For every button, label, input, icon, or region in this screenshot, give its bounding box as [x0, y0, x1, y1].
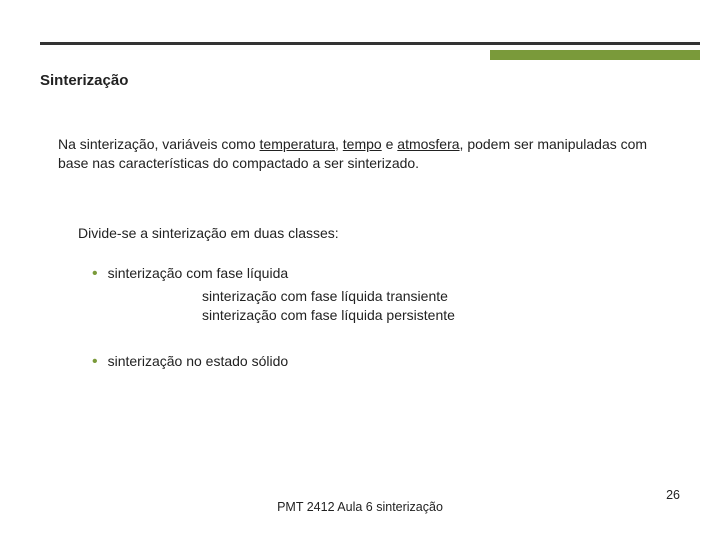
bullet-list: • sinterização com fase líquida sinteriz… — [92, 265, 660, 375]
intro-paragraph: Na sinterização, variáveis como temperat… — [58, 135, 660, 173]
slide-footer: PMT 2412 Aula 6 sinterização — [0, 500, 720, 514]
classes-intro: Divide-se a sinterização em duas classes… — [78, 225, 660, 241]
bullet-text: sinterização no estado sólido — [108, 353, 289, 369]
bullet-sub: sinterização com fase líquida persistent… — [202, 306, 660, 325]
underline-tempo: tempo — [343, 136, 382, 152]
para-sep1: , — [335, 136, 343, 152]
bullet-sub: sinterização com fase líquida transiente — [202, 287, 660, 306]
underline-temperatura: temperatura — [260, 136, 335, 152]
bullet-item: • sinterização com fase líquida — [92, 265, 660, 283]
bullet-dot-icon: • — [92, 265, 98, 283]
bullet-dot-icon: • — [92, 353, 98, 371]
slide-title: Sinterização — [40, 72, 128, 89]
bullet-item: • sinterização no estado sólido — [92, 353, 660, 371]
accent-bar — [490, 50, 700, 60]
horizontal-rule — [40, 42, 700, 45]
para-sep2: e — [382, 136, 398, 152]
page-number: 26 — [666, 488, 680, 502]
para-pre: Na sinterização, variáveis como — [58, 136, 260, 152]
underline-atmosfera: atmosfera — [397, 136, 459, 152]
bullet-text: sinterização com fase líquida — [108, 265, 289, 281]
